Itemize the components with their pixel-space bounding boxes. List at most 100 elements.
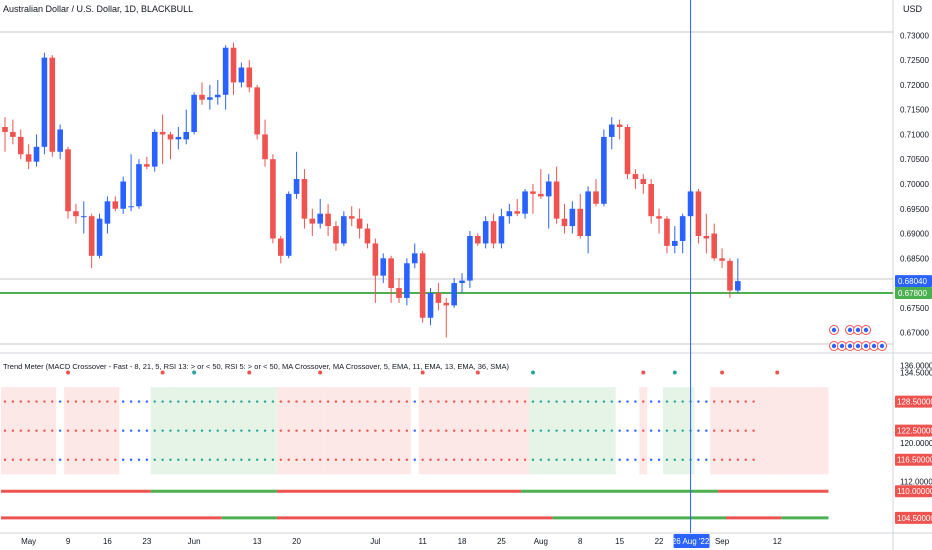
trend-dot [11,429,15,432]
trend-dot [610,400,613,403]
candle-body [17,136,24,155]
candle-body [356,218,363,229]
trend-dot [571,429,574,432]
trend-dot [579,429,582,432]
time-tick-label: 25 [497,537,506,546]
trend-dot [161,400,164,403]
trend-dot [460,458,464,461]
trend-dot [500,458,503,461]
candle-body [57,129,63,152]
trend-dot [508,400,511,403]
trend-dot [334,400,338,403]
economic-event-icon-center [863,327,869,333]
trend-dot [177,400,180,403]
trend-dot [413,458,416,461]
trend-dot [539,458,543,461]
trend-dot [665,429,669,432]
trend-dot [311,458,314,461]
candle-body [278,238,284,256]
economic-event-icon-center [847,343,853,349]
candle-body [254,87,260,135]
economic-event-icon-center [879,343,885,349]
trend-dot [114,429,117,432]
trend-dot [295,458,298,461]
trend-dot [153,429,156,432]
candle-body [569,208,576,227]
trend-dot [255,400,259,403]
candle-body [632,174,639,180]
trend-dot [720,429,724,432]
candle-body [348,216,355,219]
trend-dot [19,458,22,461]
trend-dot [3,429,7,432]
trend-dot [516,400,519,403]
trend-dot [326,400,330,403]
trend-dot [287,400,290,403]
candle-body [427,292,434,318]
trend-dot [429,400,432,403]
trend-dot [326,429,330,432]
trend-dot [389,429,393,432]
trend-dot [445,458,448,461]
economic-event-icon-center [839,343,845,349]
trend-dot [200,429,204,432]
candle-body [144,164,150,167]
trend-dot [665,400,669,403]
trend-dot [516,429,519,432]
candle-body [104,201,111,224]
trend-dot [484,400,487,403]
trend-dot [51,429,54,432]
trend-dot [594,400,598,403]
trend-dot [437,458,440,461]
candle-body [679,216,686,241]
indicator-tick-label: 134.50000 [900,369,932,378]
trend-dot [437,429,440,432]
trend-dot [736,400,740,403]
trend-dot [429,429,432,432]
candle-body [703,236,710,239]
trend-dot [657,400,661,403]
trend-dot [508,458,511,461]
indicator-badge-label: 104.50000 [897,514,932,523]
trend-dot [649,400,653,403]
trend-dot [547,458,550,461]
time-tick-label: 18 [458,537,467,546]
trend-dot [673,429,676,432]
trend-dot [169,429,172,432]
trend-dot [413,400,416,403]
trend-dot [106,458,109,461]
trend-dot [649,429,653,432]
trend-dot [82,429,86,432]
trend-dot [35,400,38,403]
candle-body [648,183,654,217]
trend-dot [626,400,629,403]
trend-dot [389,458,393,461]
trend-zone [662,387,695,475]
trend-dot [642,429,645,432]
trend-dot [208,400,212,403]
candle-body [301,179,308,219]
trend-dot [523,429,527,432]
trend-dot [460,400,464,403]
trend-dot [366,400,369,403]
trend-dot [358,400,361,403]
trend-dot [43,458,46,461]
candle-body [341,216,347,244]
trend-dot [161,429,164,432]
candle-body [333,226,339,244]
trend-dot [43,400,46,403]
trend-dot [114,458,117,461]
trend-dot [192,458,196,461]
signal-dot [641,370,646,375]
signal-dot [318,370,323,375]
trend-dot [713,458,716,461]
trend-dot [255,458,259,461]
trend-dot [27,400,30,403]
trend-dot [744,429,747,432]
time-tick-label: May [21,537,36,546]
time-tick-label: 12 [773,537,782,546]
indicator-badge-label: 110.00000 [897,487,932,496]
trend-dot [224,458,227,461]
trend-dot [413,429,416,432]
